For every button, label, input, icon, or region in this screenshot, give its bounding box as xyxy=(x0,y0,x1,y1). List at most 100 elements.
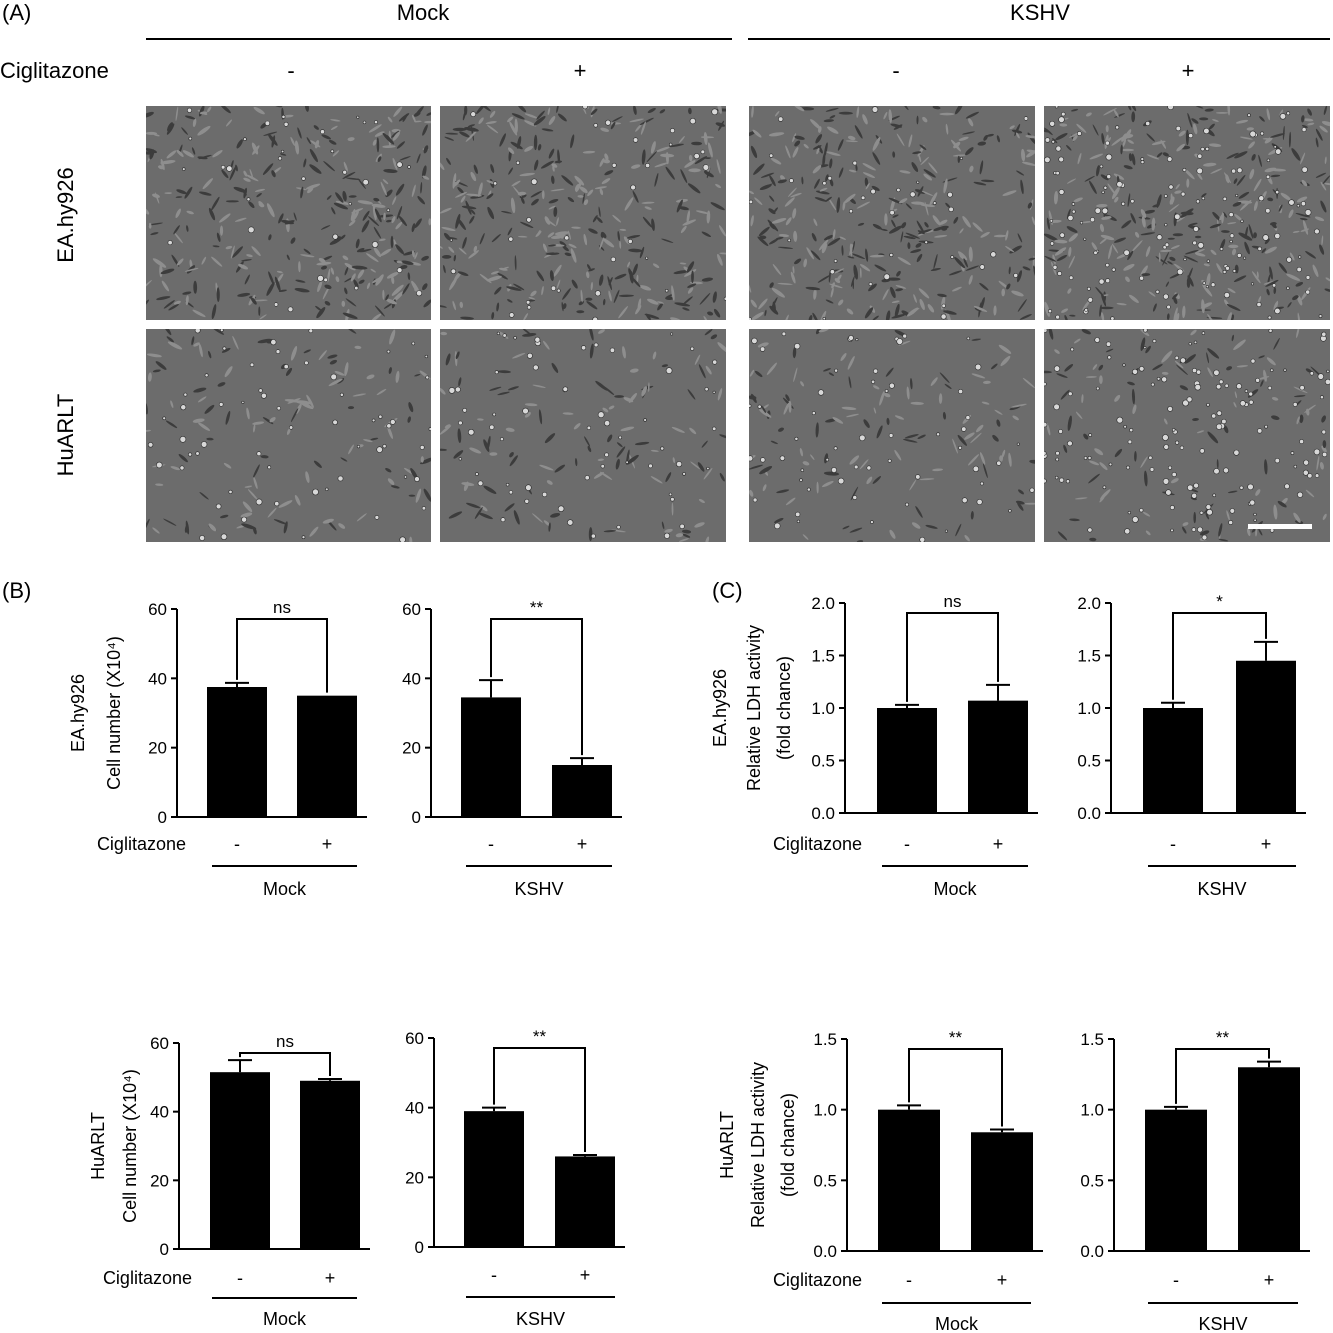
significance-bracket xyxy=(1175,1048,1270,1104)
significance-label: ** xyxy=(530,598,544,617)
bar xyxy=(1236,660,1296,813)
treatment-axis-label: Ciglitazone xyxy=(773,834,862,854)
y-tick-label: 1.0 xyxy=(813,1101,837,1120)
category-label: - xyxy=(237,1268,243,1288)
significance-bracket xyxy=(493,1047,586,1153)
chart-c-huarlt-kshv: 0.0 0.5 1.0 1.5 ** - + KSHV xyxy=(1080,1028,1310,1333)
group-label: KSHV xyxy=(514,879,563,899)
y-tick-label: 2.0 xyxy=(1077,594,1101,613)
micrograph-eahy926-kshv-untreated xyxy=(749,106,1035,320)
group-label: Mock xyxy=(263,879,307,899)
bar xyxy=(207,687,267,817)
sign-mock-minus: - xyxy=(287,58,295,83)
category-label: + xyxy=(325,1268,336,1288)
group-label: Mock xyxy=(263,1309,307,1329)
bar xyxy=(555,1156,615,1247)
panel-label-b: (B) xyxy=(2,578,32,603)
y-tick-label: 1.0 xyxy=(1080,1101,1104,1120)
significance-bracket xyxy=(1172,612,1267,700)
significance-bracket xyxy=(908,1048,1003,1127)
bar xyxy=(968,700,1028,813)
y-tick-label: 60 xyxy=(148,600,167,619)
category-label: + xyxy=(993,834,1004,854)
y-tick-label: 60 xyxy=(402,600,421,619)
category-label: + xyxy=(1264,1270,1275,1290)
panel-label-c: (C) xyxy=(712,578,743,603)
chart-c-eahy926-kshv: 0.0 0.5 1.0 1.5 2.0 * - + KSHV xyxy=(1077,592,1306,899)
micrograph-eahy926-mock-untreated xyxy=(146,106,431,320)
y-axis-label: HuARLT xyxy=(88,1112,108,1180)
significance-label: ** xyxy=(533,1027,547,1046)
y-axis-label: EA.hy926 xyxy=(68,674,88,752)
bar xyxy=(1143,708,1203,813)
micrograph-huarlt-mock-untreated xyxy=(146,329,431,542)
chart-c-eahy926-mock: 0.0 0.5 1.0 1.5 2.0 ns - + Ciglitazone Mock EA.hy9… xyxy=(710,592,1038,899)
y-tick-label: 1.5 xyxy=(1080,1030,1104,1049)
y-tick-label: 0.5 xyxy=(811,752,835,771)
category-label: - xyxy=(1170,834,1176,854)
y-tick-label: 0.0 xyxy=(813,1242,837,1261)
y-tick-label: 1.0 xyxy=(1077,699,1101,718)
bar xyxy=(461,697,521,817)
group-label: KSHV xyxy=(1198,1314,1247,1333)
y-tick-label: 0.5 xyxy=(1080,1171,1104,1190)
y-axis-label: EA.hy926 xyxy=(710,669,730,747)
micrograph-eahy926-kshv-ciglitazone xyxy=(1044,106,1330,320)
chart-c-huarlt-mock: 0.0 0.5 1.0 1.5 ** - + Ciglitazone Mock HuARLT Rel… xyxy=(717,1028,1043,1333)
y-tick-label: 0.0 xyxy=(811,804,835,823)
y-tick-label: 0.5 xyxy=(1077,752,1101,771)
bar xyxy=(300,1080,360,1249)
chart-b-huarlt-kshv: 0 20 40 60 ** - + KSHV xyxy=(405,1027,625,1329)
bar xyxy=(297,695,357,817)
y-tick-label: 2.0 xyxy=(811,594,835,613)
group-label: Mock xyxy=(935,1314,979,1333)
bar xyxy=(1238,1067,1300,1251)
category-label: + xyxy=(1261,834,1272,854)
significance-bracket xyxy=(490,618,583,756)
y-tick-label: 20 xyxy=(150,1171,169,1190)
category-label: + xyxy=(997,1270,1008,1290)
bar xyxy=(878,1109,940,1251)
category-label: + xyxy=(577,834,588,854)
y-tick-label: 20 xyxy=(402,739,421,758)
significance-label: * xyxy=(1216,592,1223,611)
group-label: Mock xyxy=(933,879,977,899)
y-tick-label: 1.0 xyxy=(811,699,835,718)
sign-kshv-minus: - xyxy=(892,58,900,83)
y-tick-label: 0 xyxy=(412,808,421,827)
y-tick-label: 1.5 xyxy=(1077,647,1101,666)
bar xyxy=(464,1111,524,1247)
significance-label: ** xyxy=(1216,1028,1230,1047)
y-axis-label: (fold chance) xyxy=(778,1093,798,1197)
y-tick-label: 60 xyxy=(405,1029,424,1048)
significance-bracket xyxy=(239,1052,331,1077)
micrograph-huarlt-mock-ciglitazone xyxy=(440,329,726,542)
bar xyxy=(971,1132,1033,1251)
bar xyxy=(210,1072,270,1249)
category-label: - xyxy=(488,834,494,854)
y-tick-label: 40 xyxy=(405,1099,424,1118)
y-axis-label: Cell number (X10⁴) xyxy=(104,636,124,790)
treatment-axis-label: Ciglitazone xyxy=(773,1270,862,1290)
significance-bracket xyxy=(236,618,328,693)
group-line-mock xyxy=(146,38,732,40)
chart-b-huarlt-mock: 0 20 40 60 ns - + Ciglitazone Mock HuARLT Cell num… xyxy=(88,1032,370,1329)
y-axis-label: HuARLT xyxy=(717,1111,737,1179)
bar xyxy=(1145,1109,1207,1251)
micrograph-eahy926-mock-ciglitazone xyxy=(440,106,726,320)
panel-label-a: (A) xyxy=(2,0,32,25)
category-label: - xyxy=(1173,1270,1179,1290)
category-label: - xyxy=(904,834,910,854)
significance-label: ns xyxy=(944,592,962,611)
y-tick-label: 0 xyxy=(415,1238,424,1257)
y-tick-label: 60 xyxy=(150,1034,169,1053)
y-tick-label: 40 xyxy=(402,669,421,688)
scale-bar xyxy=(1248,524,1312,529)
y-tick-label: 0 xyxy=(158,808,167,827)
chart-b-eahy926-kshv: 0 20 40 60 ** - + KSHV xyxy=(402,598,622,899)
significance-label: ** xyxy=(949,1028,963,1047)
group-label: KSHV xyxy=(1197,879,1246,899)
chart-b-eahy926-mock: 0 20 40 60 ns - + Ciglitazone Mock EA.hy926 Cell n… xyxy=(68,598,367,899)
category-label: - xyxy=(906,1270,912,1290)
